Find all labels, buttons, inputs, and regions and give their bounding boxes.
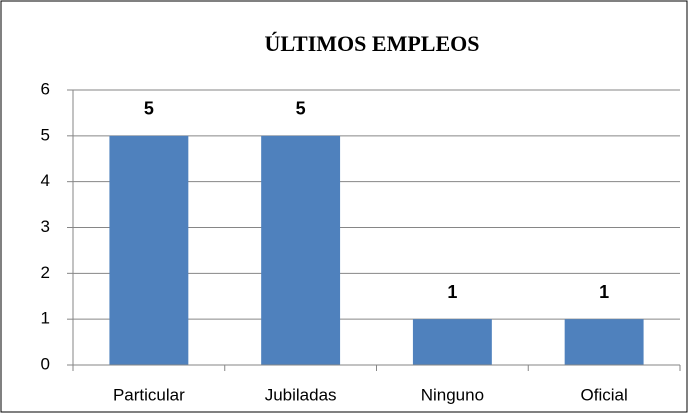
y-tick-label: 5 [41, 125, 50, 144]
y-tick-label: 0 [41, 354, 50, 373]
data-label: 1 [447, 282, 457, 302]
bar [412, 319, 492, 365]
y-tick-label: 3 [41, 217, 50, 236]
data-label: 1 [599, 282, 609, 302]
y-tick-label: 6 [41, 79, 50, 98]
bar [261, 135, 341, 365]
data-label: 5 [296, 99, 306, 119]
data-label: 5 [144, 99, 154, 119]
bar [109, 135, 189, 365]
x-tick-label: Particular [113, 385, 185, 404]
y-tick-label: 4 [41, 171, 50, 190]
y-tick-label: 1 [41, 309, 50, 328]
y-tick-label: 2 [41, 263, 50, 282]
x-tick-label: Oficial [581, 385, 628, 404]
bar [564, 319, 644, 365]
chart-title: ÚLTIMOS EMPLEOS [265, 31, 480, 56]
x-tick-label: Jubiladas [265, 385, 337, 404]
x-tick-label: Ninguno [421, 385, 484, 404]
